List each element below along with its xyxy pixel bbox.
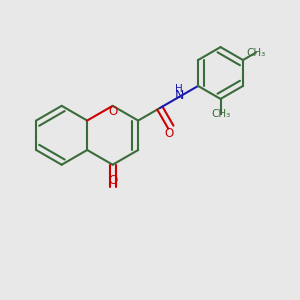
Text: H: H (175, 84, 183, 94)
Text: CH₃: CH₃ (211, 109, 230, 118)
Text: O: O (108, 174, 117, 188)
Text: O: O (165, 127, 174, 140)
Text: CH₃: CH₃ (246, 48, 265, 58)
Text: O: O (108, 105, 117, 118)
Text: N: N (174, 89, 184, 102)
